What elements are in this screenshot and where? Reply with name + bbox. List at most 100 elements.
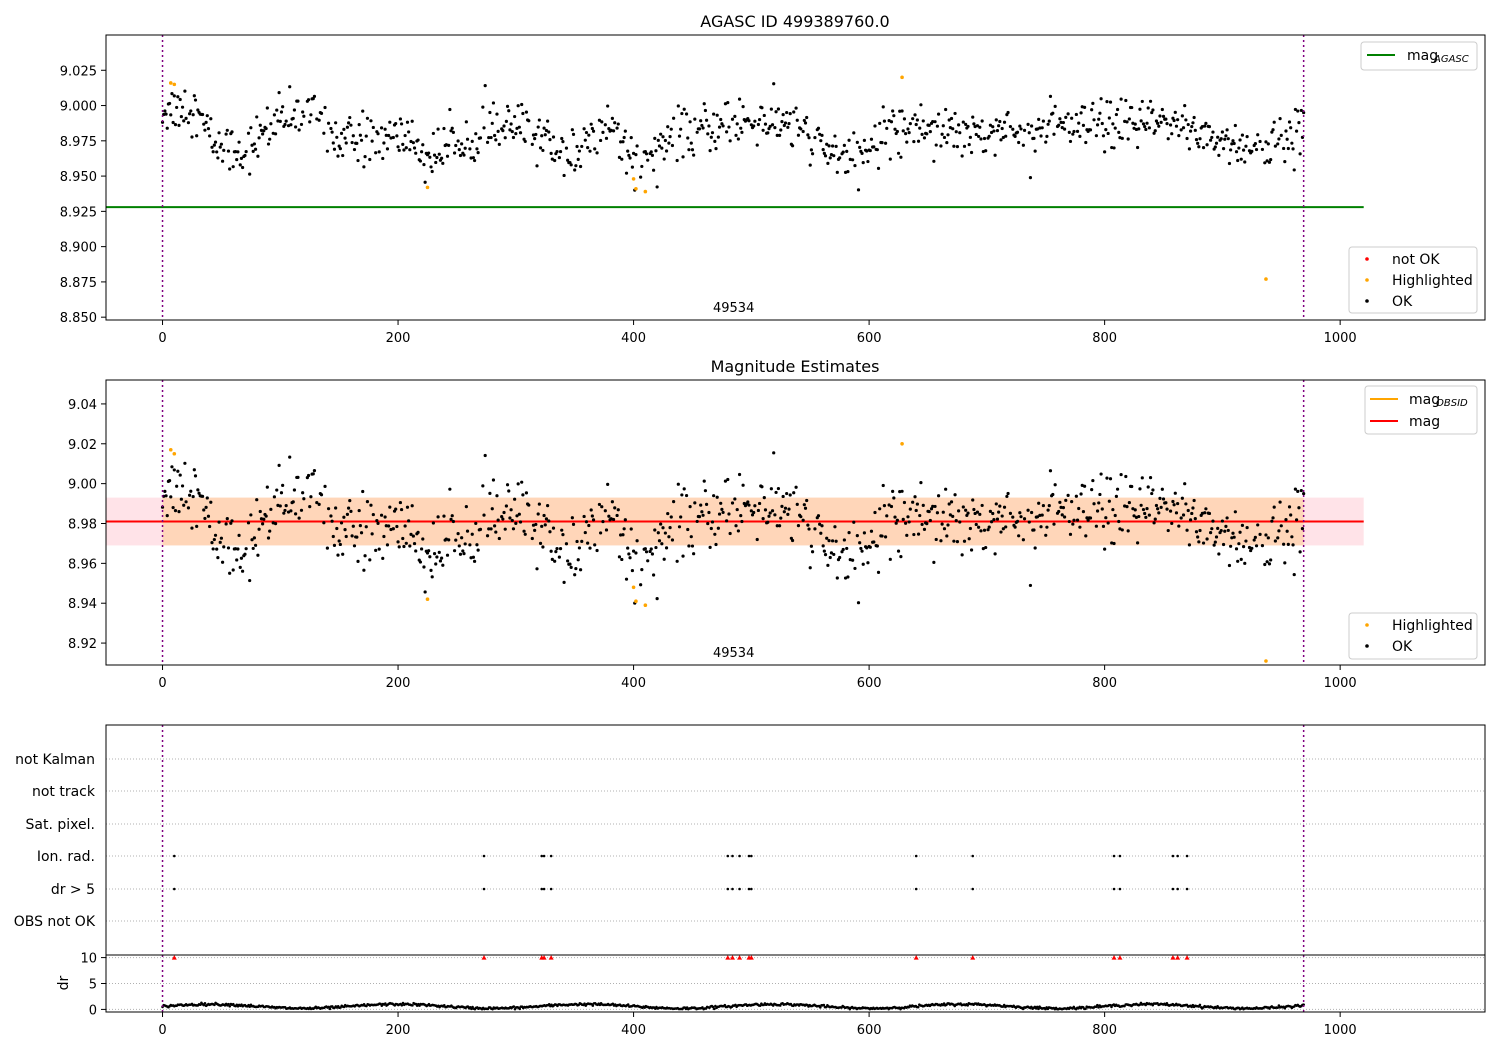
x-tick-label: 0 [158, 331, 166, 346]
ok-point [835, 576, 839, 580]
ok-point [276, 119, 280, 123]
ok-point [1088, 516, 1093, 520]
ok-point [1232, 535, 1236, 539]
ok-point [1090, 487, 1094, 492]
ok-point [205, 496, 209, 500]
ok-point [431, 131, 435, 136]
ok-point [872, 145, 876, 149]
ok-point [719, 501, 723, 505]
ok-point [220, 159, 225, 163]
flag-point [1171, 887, 1175, 891]
ok-point [465, 137, 470, 141]
ok-point [741, 483, 745, 487]
ok-point [1108, 477, 1113, 481]
ok-point [496, 518, 500, 522]
y-tick-label: 8.94 [68, 597, 97, 612]
ok-point [944, 487, 948, 491]
ok-point [880, 141, 884, 145]
ok-point [935, 124, 940, 128]
ok-point [211, 150, 215, 154]
ok-point [1041, 119, 1045, 123]
ok-point [1219, 528, 1223, 533]
ok-point [1101, 134, 1106, 138]
ok-point [1159, 120, 1163, 124]
flag-point [726, 854, 730, 858]
ok-point [885, 126, 889, 130]
ok-point [1170, 521, 1174, 526]
ok-point [767, 514, 771, 518]
ok-point [932, 560, 936, 564]
ok-point [1059, 120, 1063, 124]
ok-point [904, 521, 908, 525]
ok-point [1030, 124, 1034, 128]
ok-point [772, 451, 776, 455]
ok-point [476, 548, 480, 552]
ok-point [774, 490, 778, 495]
ok-point [490, 121, 494, 125]
ok-point [251, 546, 255, 551]
ok-point [1176, 118, 1180, 122]
ok-point [1272, 120, 1276, 124]
ok-point [1193, 517, 1197, 521]
ok-point [275, 488, 279, 492]
ok-point [615, 126, 619, 130]
legend-subscript: OBSID [1436, 398, 1468, 409]
ok-point [430, 169, 434, 174]
ok-point [1133, 508, 1137, 512]
ok-point [429, 165, 433, 169]
ok-point [438, 559, 443, 563]
ok-point [163, 109, 167, 113]
ok-point [1219, 137, 1223, 141]
ok-point [752, 124, 756, 128]
ok-point [595, 548, 599, 553]
highlighted-point [643, 603, 648, 608]
ok-point [343, 136, 347, 140]
ok-point [631, 151, 636, 155]
ok-point [357, 123, 361, 127]
ok-point [893, 515, 897, 519]
ok-point [472, 158, 477, 163]
ok-point [246, 131, 251, 135]
ok-point [921, 119, 925, 123]
ok-point [1284, 518, 1288, 522]
ok-point [520, 480, 524, 484]
ok-point [735, 122, 739, 126]
ok-point [272, 495, 277, 499]
ok-point [957, 509, 961, 513]
ok-point [266, 142, 271, 146]
ok-point [1048, 469, 1053, 473]
ok-point [1197, 540, 1201, 544]
ok-point [1088, 128, 1093, 132]
ok-point [583, 530, 587, 535]
ok-point [1027, 131, 1031, 135]
ok-point [160, 505, 165, 509]
ok-point [949, 116, 954, 121]
ok-point [808, 163, 812, 167]
ok-point [440, 156, 444, 160]
ok-point [278, 119, 282, 123]
ok-point [662, 157, 666, 161]
flag-point [750, 887, 753, 891]
ok-point [338, 542, 342, 547]
ok-point [517, 512, 521, 516]
ok-point [450, 126, 454, 130]
ok-point [1022, 517, 1027, 521]
ok-point [441, 161, 445, 165]
ok-point [866, 561, 870, 565]
ok-point [955, 540, 960, 544]
ok-point [241, 569, 245, 573]
ok-point [474, 521, 478, 526]
ok-point [1214, 141, 1219, 145]
ok-point [350, 140, 354, 145]
ok-point [723, 479, 728, 483]
ok-point [375, 518, 379, 523]
ok-point [491, 478, 496, 482]
ok-point [621, 533, 625, 537]
ok-point [562, 580, 566, 584]
ok-point [407, 519, 411, 523]
ok-point [412, 146, 417, 150]
ok-point [865, 546, 869, 550]
ok-point [1271, 128, 1275, 132]
ok-point [436, 127, 440, 131]
ok-point [1292, 168, 1296, 172]
